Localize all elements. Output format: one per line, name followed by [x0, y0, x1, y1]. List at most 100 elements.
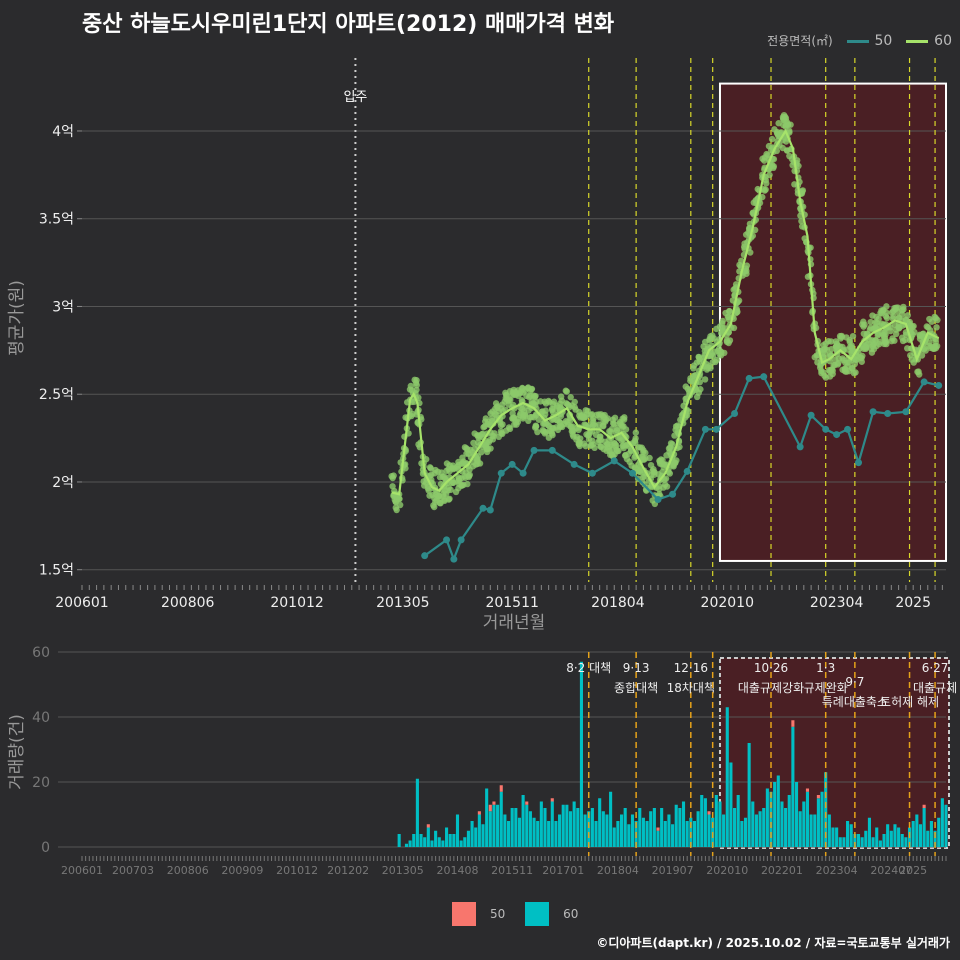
bar-60 — [419, 834, 423, 847]
bar-50 — [791, 720, 795, 727]
scatter-point — [532, 392, 539, 400]
x-axis-label: 거래년월 — [483, 613, 546, 633]
bar-60 — [663, 821, 667, 847]
scatter-point — [568, 402, 576, 409]
bar-60 — [802, 801, 806, 847]
series-line-50-point — [628, 469, 636, 477]
series-line-50-point — [731, 410, 739, 418]
series-line-50-point — [610, 457, 618, 465]
policy-label: 9·7 — [845, 675, 864, 689]
bar-60 — [397, 834, 401, 847]
scatter-point — [413, 381, 420, 389]
x-tick-label-bottom: 202304 — [816, 864, 858, 877]
series-line-50-point — [712, 425, 720, 433]
x-tick-label: 202304 — [810, 595, 864, 611]
series-line-50-point — [497, 469, 505, 477]
series-line-50-point — [570, 460, 578, 468]
scatter-point — [646, 454, 653, 462]
bar-60 — [492, 804, 496, 847]
scatter-point — [841, 365, 849, 372]
y-tick-label-bottom: 60 — [32, 645, 50, 661]
series-line-50-point — [745, 374, 753, 382]
scatter-point — [722, 309, 729, 317]
scatter-point — [782, 113, 789, 121]
bar-60 — [886, 824, 890, 847]
bar-60 — [871, 837, 875, 847]
bar-60 — [616, 821, 620, 847]
bar-60 — [423, 837, 427, 847]
bar-60 — [722, 814, 726, 847]
scatter-point — [498, 430, 505, 437]
bar-60 — [525, 804, 529, 847]
scatter-point — [742, 231, 750, 238]
scatter-point — [423, 456, 430, 463]
scatter-point — [869, 341, 877, 348]
bar-60 — [656, 830, 660, 847]
series-line-50-point — [654, 496, 662, 504]
scatter-point — [933, 324, 940, 331]
y-tick-label: 1.5억 — [39, 563, 74, 579]
bar-60 — [474, 827, 478, 847]
scatter-point — [396, 495, 403, 503]
bar-60 — [674, 804, 678, 847]
bar-60 — [915, 814, 919, 847]
bar-60 — [809, 814, 813, 847]
scatter-point — [858, 354, 865, 362]
bar-60 — [787, 795, 791, 847]
bar-60 — [838, 837, 842, 847]
scatter-point — [579, 414, 587, 422]
bar-60 — [751, 801, 755, 847]
bar-60 — [583, 814, 587, 847]
scatter-point — [770, 163, 778, 170]
bar-60 — [897, 827, 901, 847]
policy-label: 9·13 — [623, 661, 650, 675]
scatter-point — [888, 337, 895, 345]
series-line-50-point — [920, 378, 928, 386]
bar-60 — [769, 791, 773, 847]
scatter-point — [486, 421, 493, 428]
bar-60 — [470, 821, 474, 847]
scatter-point — [562, 400, 570, 407]
scatter-point — [567, 394, 574, 401]
bar-60 — [587, 811, 591, 847]
scatter-point — [621, 414, 628, 421]
scatter-point — [389, 483, 396, 490]
bar-60 — [944, 804, 948, 847]
bar-60 — [933, 830, 937, 847]
bar-60 — [594, 821, 598, 847]
legend-title: 전용면적(㎡) — [767, 34, 833, 48]
bar-60 — [503, 814, 507, 847]
bar-50 — [707, 811, 711, 815]
bar-60 — [791, 726, 795, 847]
bar-60 — [466, 830, 470, 847]
bar-60 — [696, 811, 700, 847]
scatter-point — [489, 436, 497, 443]
bar-60 — [904, 837, 908, 847]
scatter-point — [786, 127, 793, 135]
bar-60 — [528, 811, 532, 847]
series-line-50-point — [588, 469, 596, 477]
series-line-50-point — [548, 446, 556, 454]
scatter-point — [690, 365, 697, 372]
bar-60 — [780, 801, 784, 847]
x-tick-label: 200806 — [161, 595, 215, 611]
policy-label-2: 토허제 해제 — [880, 695, 939, 709]
y-tick-label-bottom: 0 — [41, 840, 50, 856]
bar-60 — [922, 808, 926, 847]
scatter-point — [832, 356, 839, 364]
scatter-point — [929, 345, 937, 352]
series-line-50-point — [822, 425, 830, 433]
scatter-point — [918, 352, 926, 359]
scatter-point — [711, 348, 719, 355]
scatter-point — [431, 503, 438, 511]
scatter-point — [695, 354, 703, 361]
scatter-point — [497, 422, 505, 429]
scatter-point — [915, 371, 923, 378]
bar-60 — [678, 808, 682, 847]
bar-60 — [558, 814, 562, 847]
bar-60 — [816, 798, 820, 847]
bar-60 — [459, 840, 463, 847]
scatter-point — [820, 369, 827, 376]
series-line-50-point — [443, 536, 451, 544]
scatter-point — [531, 424, 539, 431]
